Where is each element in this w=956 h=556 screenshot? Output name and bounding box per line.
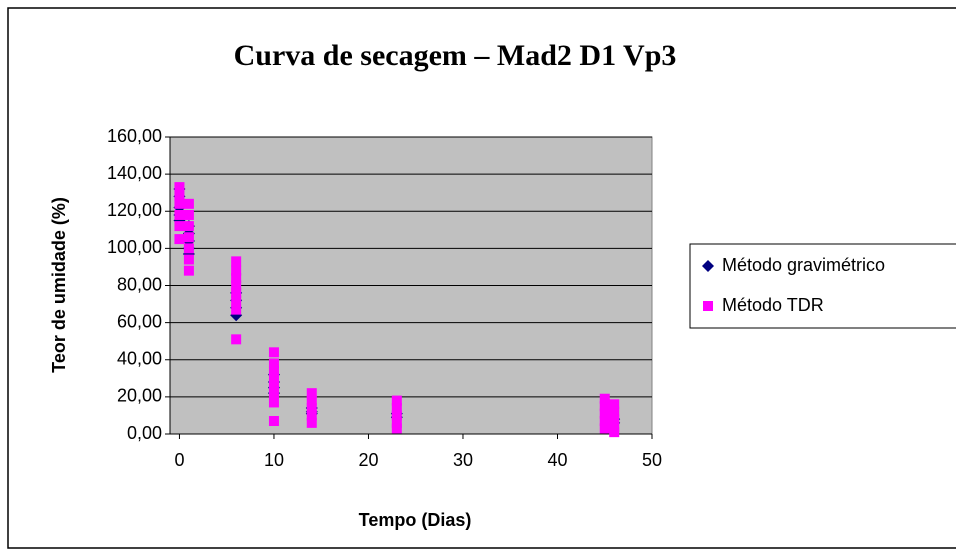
point [183,209,194,220]
point [268,380,279,391]
y-tick-label: 20,00 [117,386,162,406]
point [231,265,242,276]
point [268,388,279,399]
y-tick-label: 40,00 [117,349,162,369]
point [268,365,279,376]
point [231,304,242,315]
point [231,295,242,306]
y-tick-label: 60,00 [117,311,162,331]
legend-label: Método TDR [722,295,824,315]
point [174,209,185,220]
point [609,427,620,438]
point [174,221,185,232]
point [174,234,185,245]
point [183,221,194,232]
y-tick-label: 80,00 [117,274,162,294]
chart-title: Curva de secagem – Mad2 D1 Vp3 [234,39,677,72]
point [306,410,317,421]
point [391,410,402,421]
point [268,347,279,358]
point [183,232,194,243]
point [183,254,194,265]
y-tick-label: 120,00 [107,200,162,220]
point [599,423,610,434]
point [703,301,713,311]
y-tick-label: 100,00 [107,237,162,257]
point [306,403,317,414]
y-tick-label: 0,00 [127,423,162,443]
point [183,265,194,276]
point [599,393,610,404]
y-axis-label: Teor de umidade (%) [49,197,69,373]
x-tick-label: 30 [453,450,473,470]
point [306,388,317,399]
legend [689,243,956,329]
y-tick-label: 140,00 [107,163,162,183]
x-tick-label: 10 [264,450,284,470]
point [391,403,402,414]
point [609,399,620,410]
point [183,198,194,209]
point [609,414,620,425]
point [702,260,714,272]
x-axis-label: Tempo (Dias) [359,510,472,530]
point [391,417,402,428]
point [599,401,610,412]
point [609,421,620,432]
point [599,408,610,419]
point [231,256,242,267]
point [268,373,279,384]
point [268,358,279,369]
point [391,423,402,434]
point [306,395,317,406]
point [609,406,620,417]
x-tick-label: 0 [174,450,184,470]
point [231,334,242,345]
x-tick-label: 40 [547,450,567,470]
point [231,280,242,291]
x-tick-label: 50 [642,450,662,470]
point [231,287,242,298]
point [599,416,610,427]
legend-label: Método gravimétrico [722,255,885,275]
point [268,416,279,427]
point [231,273,242,284]
x-tick-label: 20 [358,450,378,470]
point [174,198,185,209]
y-tick-label: 160,00 [107,126,162,146]
point [306,417,317,428]
point [174,191,185,202]
point [268,397,279,408]
point [183,243,194,254]
point [391,395,402,406]
point [174,182,185,193]
